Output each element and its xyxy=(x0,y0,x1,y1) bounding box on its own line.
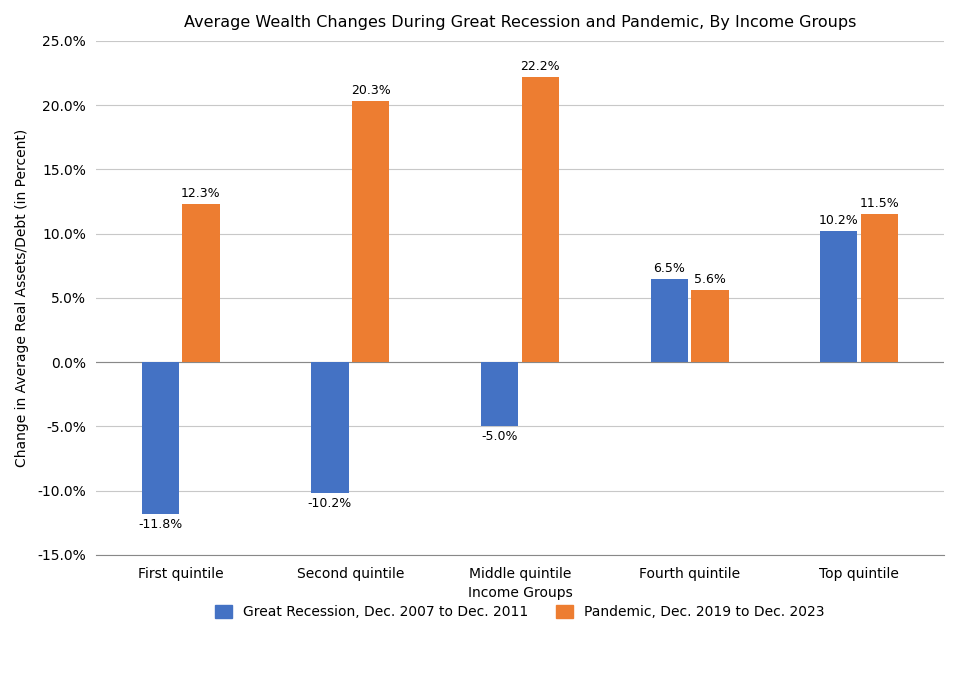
Text: -10.2%: -10.2% xyxy=(308,497,352,510)
X-axis label: Income Groups: Income Groups xyxy=(468,586,573,600)
Text: 22.2%: 22.2% xyxy=(521,60,560,73)
Bar xyxy=(691,290,729,362)
Text: 5.6%: 5.6% xyxy=(694,273,726,286)
Bar xyxy=(522,77,559,362)
Text: -11.8%: -11.8% xyxy=(138,518,182,531)
Bar xyxy=(861,214,899,362)
Title: Average Wealth Changes During Great Recession and Pandemic, By Income Groups: Average Wealth Changes During Great Rece… xyxy=(184,15,856,30)
Text: -5.0%: -5.0% xyxy=(481,430,518,443)
Text: 20.3%: 20.3% xyxy=(351,84,390,97)
Bar xyxy=(650,278,688,362)
Bar xyxy=(182,204,220,362)
Text: 11.5%: 11.5% xyxy=(859,198,900,211)
Text: 6.5%: 6.5% xyxy=(653,262,685,275)
Bar xyxy=(142,362,179,513)
Text: 12.3%: 12.3% xyxy=(181,187,221,200)
Text: 10.2%: 10.2% xyxy=(819,214,858,227)
Bar xyxy=(312,362,348,493)
Bar xyxy=(820,231,857,362)
Legend: Great Recession, Dec. 2007 to Dec. 2011, Pandemic, Dec. 2019 to Dec. 2023: Great Recession, Dec. 2007 to Dec. 2011,… xyxy=(210,600,830,625)
Y-axis label: Change in Average Real Assets/Debt (in Percent): Change in Average Real Assets/Debt (in P… xyxy=(15,129,29,467)
Bar xyxy=(352,102,389,362)
Bar xyxy=(480,362,518,426)
